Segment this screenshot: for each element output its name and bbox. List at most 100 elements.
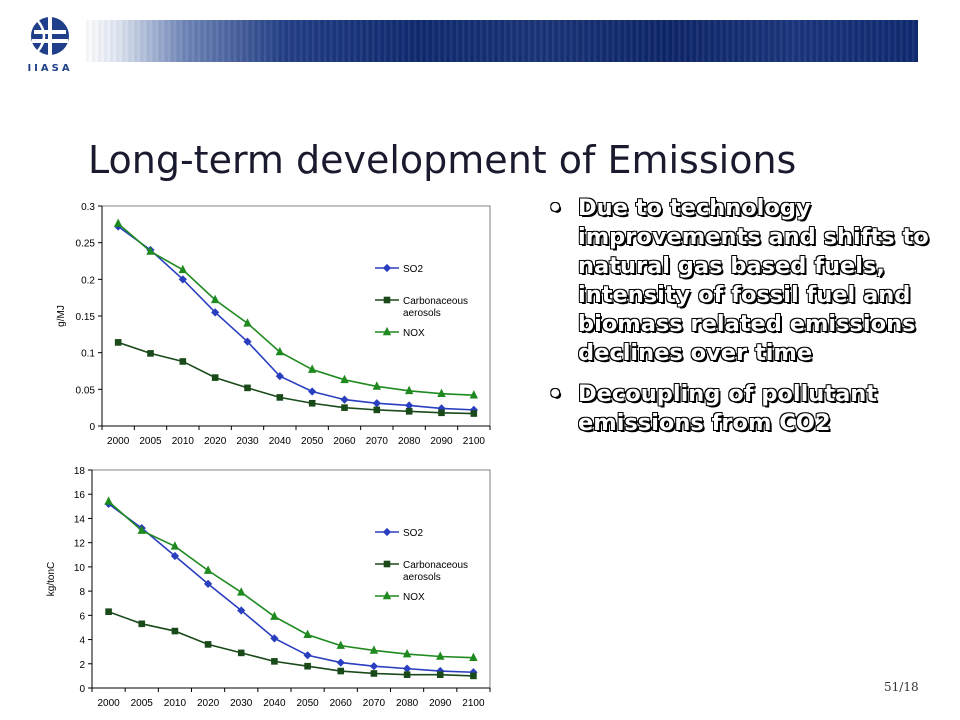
- diamond-marker: [211, 308, 220, 317]
- series-line-carbonaceous: [117, 341, 474, 415]
- series-line-so2: [108, 503, 474, 674]
- y-tick-label: 18: [74, 466, 86, 477]
- bullet-text-2: Decoupling of pollutant emissions from C…: [578, 381, 878, 436]
- y-tick-label: 8: [79, 587, 85, 598]
- logo-text: IIASA: [27, 63, 72, 74]
- x-tick-label: 2005: [139, 436, 162, 447]
- triangle-marker: [372, 381, 382, 390]
- square-marker: [114, 339, 122, 346]
- triangle-marker: [237, 587, 246, 596]
- x-tick-label: 2030: [230, 698, 253, 709]
- square-marker: [179, 358, 187, 365]
- square-marker: [171, 627, 179, 635]
- diamond-marker: [369, 662, 379, 671]
- x-tick-label: 2000: [97, 698, 120, 709]
- triangle-marker: [469, 390, 479, 399]
- diamond-marker: [382, 263, 392, 273]
- x-tick-label: 2020: [197, 698, 220, 709]
- diamond-marker: [170, 551, 180, 561]
- x-tick-label: 2100: [463, 436, 486, 447]
- diamond-marker: [308, 387, 317, 396]
- chart-emissions-per-energy: 0 0.05 0.1 0.15 0.2 0.25 0.3 2000 2005 2010 2020 20…: [40, 196, 500, 456]
- x-tick-label: 2070: [366, 436, 389, 447]
- bullet-text-1: Due to technology improvements and shift…: [578, 195, 929, 366]
- x-tick-label: 2005: [131, 698, 154, 709]
- slide-title: Long-term development of Emissions: [88, 138, 797, 182]
- x-tick-label: 2080: [398, 436, 421, 447]
- y-tick-label: 4: [79, 636, 85, 647]
- triangle-marker: [436, 651, 445, 660]
- diamond-marker: [203, 579, 213, 588]
- legend-label: NOX: [403, 592, 425, 603]
- square-marker: [373, 406, 381, 414]
- x-tick-label: 2090: [429, 698, 452, 709]
- x-tick-label: 2060: [333, 436, 356, 447]
- y-tick-label: 10: [74, 563, 86, 574]
- y-axis-label: kg/tonC: [46, 562, 57, 596]
- square-marker: [211, 374, 219, 381]
- square-marker: [383, 296, 391, 304]
- triangle-marker: [340, 374, 349, 384]
- triangle-marker: [203, 565, 213, 574]
- x-tick-label: 2040: [263, 698, 286, 709]
- y-tick-label: 0: [79, 684, 85, 695]
- x-tick-label: 2050: [296, 698, 319, 709]
- y-tick-label: 0.2: [81, 275, 95, 286]
- chart-1-svg: 0 0.05 0.1 0.15 0.2 0.25 0.3 2000 2005 2010 2020 20…: [56, 202, 491, 447]
- header-banner: [84, 20, 918, 62]
- bullet-item-2: • Decoupling of pollutant emissions from…: [548, 380, 948, 438]
- x-tick-label: 2090: [430, 436, 453, 447]
- triangle-marker: [382, 590, 392, 600]
- x-tick-label: 2020: [204, 436, 227, 447]
- triangle-marker: [303, 629, 312, 639]
- square-marker: [138, 620, 146, 628]
- series-line-nox: [108, 500, 474, 659]
- y-tick-label: 16: [74, 490, 86, 501]
- triangle-marker: [437, 388, 446, 398]
- y-tick-label: 0.25: [76, 239, 96, 250]
- triangle-marker: [170, 541, 180, 550]
- triangle-marker: [336, 640, 345, 649]
- legend-label: aerosols: [403, 572, 441, 583]
- triangle-marker: [307, 364, 317, 373]
- square-marker: [405, 408, 413, 415]
- series-line-nox: [117, 222, 474, 396]
- diamond-marker: [237, 606, 246, 615]
- triangle-marker: [178, 264, 188, 274]
- square-marker: [276, 394, 284, 401]
- bullet-list: • Due to technology improvements and shi…: [548, 194, 948, 450]
- x-tick-label: 2050: [301, 436, 324, 447]
- triangle-marker: [402, 648, 412, 658]
- plot-area: [101, 205, 491, 427]
- square-marker: [244, 384, 251, 392]
- x-tick-label: 2060: [330, 698, 353, 709]
- legend-label: SO2: [403, 264, 423, 275]
- square-marker: [370, 670, 378, 677]
- x-tick-label: 2100: [462, 698, 485, 709]
- square-marker: [470, 410, 478, 417]
- y-tick-label: 0.1: [81, 349, 95, 360]
- chart-2-svg: 0 2 4 6 8 10 12 14 16 18 2000 2005 2010 2020 2030 2040 2…: [46, 466, 491, 709]
- y-tick-label: 14: [74, 514, 86, 525]
- square-marker: [438, 409, 445, 417]
- square-marker: [271, 658, 278, 665]
- series-line-carbonaceous: [108, 610, 474, 677]
- square-marker: [436, 671, 444, 678]
- chart-emissions-per-carbon: 0 2 4 6 8 10 12 14 16 18 2000 2005 2010 2020 2030 2040 2…: [40, 460, 500, 712]
- triangle-marker: [137, 525, 146, 534]
- plot-area: [91, 469, 491, 689]
- diamond-marker: [270, 634, 279, 643]
- diamond-marker: [178, 275, 187, 284]
- y-tick-label: 0.05: [76, 385, 96, 396]
- triangle-marker: [113, 218, 123, 227]
- diamond-marker: [382, 527, 392, 537]
- triangle-marker: [243, 318, 252, 327]
- iiasa-globe-icon: IIASA: [27, 17, 72, 74]
- diamond-marker: [336, 658, 345, 667]
- y-tick-label: 0.3: [81, 202, 95, 213]
- legend-label: NOX: [403, 328, 425, 339]
- y-axis-label: g/MJ: [56, 305, 67, 327]
- square-marker: [308, 399, 316, 407]
- triangle-marker: [382, 326, 392, 336]
- triangle-marker: [404, 385, 414, 395]
